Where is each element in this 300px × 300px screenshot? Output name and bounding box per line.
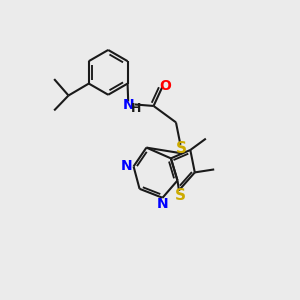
Text: N: N (123, 98, 135, 112)
Text: S: S (175, 188, 186, 203)
Text: O: O (159, 79, 171, 93)
Text: S: S (176, 142, 187, 157)
Text: N: N (121, 159, 133, 173)
Text: N: N (157, 197, 168, 211)
Text: H: H (131, 101, 142, 115)
